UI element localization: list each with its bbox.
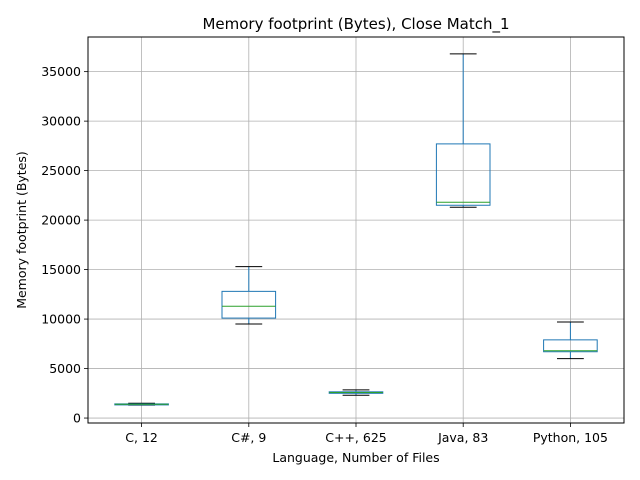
box-c-	[221, 266, 277, 325]
x-tick-label: C#, 9	[231, 430, 266, 445]
box-layer	[114, 53, 598, 406]
box-java	[435, 53, 491, 208]
chart-title: Memory footprint (Bytes), Close Match_1	[202, 15, 509, 34]
x-axis-label: Language, Number of Files	[272, 450, 439, 465]
x-tick-label: Python, 105	[533, 430, 608, 445]
box-python	[543, 321, 598, 360]
y-tick-label: 35000	[41, 64, 81, 79]
y-tick-label: 30000	[41, 114, 81, 129]
box-iqr	[221, 290, 277, 319]
y-tick-label: 25000	[41, 163, 81, 178]
y-tick-label: 10000	[41, 312, 81, 327]
x-tick-label: C, 12	[125, 430, 158, 445]
box-c	[114, 402, 169, 406]
box-iqr	[543, 339, 598, 353]
y-tick-label: 0	[73, 411, 81, 426]
x-tick-label: C++, 625	[325, 430, 386, 445]
y-axis-label: Memory footprint (Bytes)	[14, 151, 29, 309]
x-tick-label: Java, 83	[437, 430, 488, 445]
y-tick-label: 15000	[41, 262, 81, 277]
y-tick-label: 5000	[49, 361, 81, 376]
y-tick-label: 20000	[41, 213, 81, 228]
tick-layer: 0 5000 10000 15000 20000 25000 30000 35000 C, 12…	[41, 64, 608, 445]
box-iqr	[435, 143, 491, 206]
grid-layer	[88, 37, 624, 423]
box-c-	[328, 389, 384, 396]
